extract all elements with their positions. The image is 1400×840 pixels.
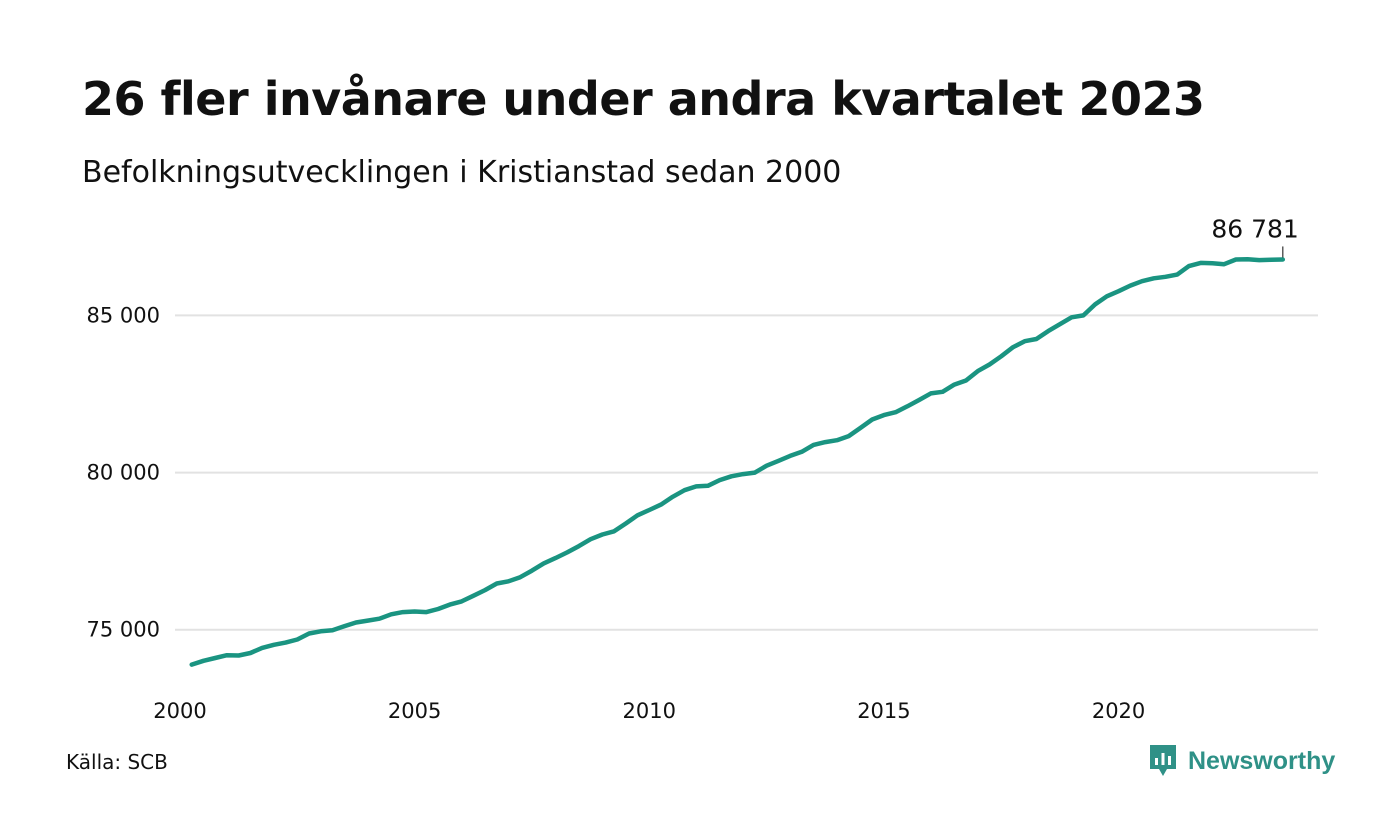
chart-subtitle: Befolkningsutvecklingen i Kristianstad s… [82,155,842,190]
newsworthy-logo-icon [1150,745,1176,776]
x-tick-label: 2020 [1092,699,1145,723]
x-tick-label: 2005 [388,699,441,723]
y-axis-ticks: 75 000 80 000 85 000 [87,303,160,641]
chart-title: 26 fler invånare under andra kvartalet 2… [82,72,1205,126]
x-tick-label: 2015 [857,699,910,723]
y-tick-label: 85 000 [87,303,160,327]
x-axis-ticks: 2000 2005 2010 2015 2020 [153,699,1145,723]
y-tick-label: 80 000 [87,461,160,485]
brand-logo: Newsworthy [1148,743,1335,779]
brand-name: Newsworthy [1188,746,1336,775]
source-label: Källa: SCB [66,750,168,774]
y-tick-label: 75 000 [87,618,160,642]
annotations: 86 781 [1211,214,1299,258]
x-tick-label: 2000 [153,699,206,723]
series-line [189,256,1286,667]
x-tick-label: 2010 [623,699,676,723]
series-group [189,256,1286,667]
last-value-label: 86 781 [1211,214,1298,243]
